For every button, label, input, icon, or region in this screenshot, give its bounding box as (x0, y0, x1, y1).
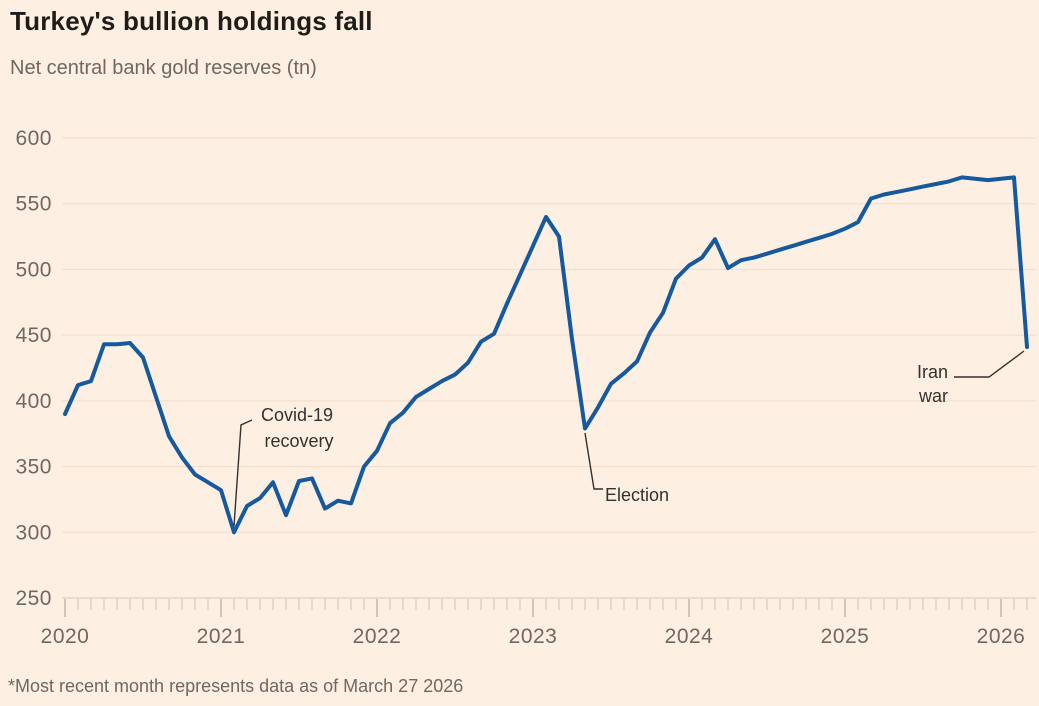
x-axis-label: 2024 (665, 625, 714, 648)
annotation-label-iran-war: war (918, 386, 948, 406)
x-axis-label: 2021 (197, 625, 246, 648)
x-axis-label: 2022 (353, 625, 402, 648)
x-axis-label: 2026 (977, 625, 1026, 648)
y-axis-label: 250 (15, 587, 52, 610)
annotation-label-covid-recovery: Covid-19 (261, 405, 333, 425)
y-axis-label: 450 (15, 324, 52, 347)
y-axis-label: 500 (15, 258, 52, 281)
annotation-leader-covid-recovery (233, 419, 253, 527)
chart-subtitle: Net central bank gold reserves (tn) (10, 57, 317, 79)
annotation-label-iran-war: Iran (917, 362, 948, 382)
x-axis-label: 2025 (821, 625, 870, 648)
chart-footnote: *Most recent month represents data as of… (8, 676, 464, 696)
annotation-label-covid-recovery: recovery (264, 431, 333, 451)
y-axis-label: 600 (15, 127, 52, 150)
x-axis-label: 2023 (509, 625, 558, 648)
chart-title: Turkey's bullion holdings fall (10, 6, 373, 36)
y-axis-label: 550 (15, 193, 52, 216)
gold-reserves-line (63, 175, 1029, 535)
y-axis-label: 400 (15, 390, 52, 413)
annotation-label-election: Election (605, 485, 669, 505)
x-axis-label: 2020 (41, 625, 90, 648)
annotation-leader-iran-war (954, 350, 1025, 378)
y-axis-label: 300 (15, 521, 52, 544)
annotation-leader-election (584, 432, 603, 490)
y-axis-label: 350 (15, 456, 52, 479)
